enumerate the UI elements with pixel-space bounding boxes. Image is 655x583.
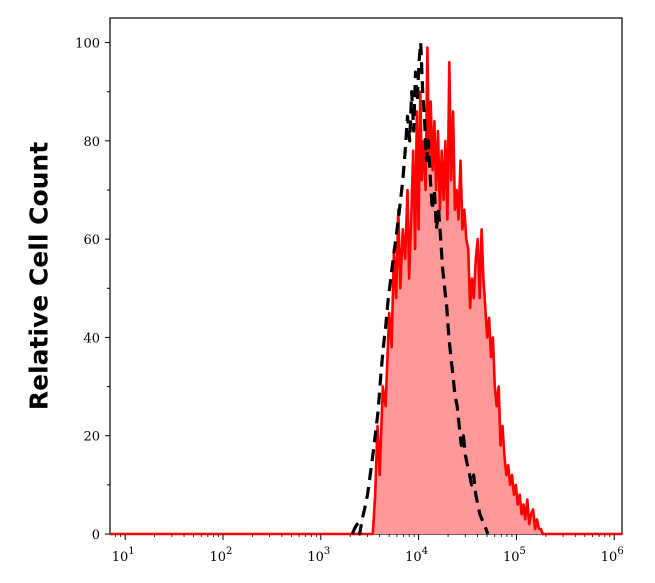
- series-0-fill: [110, 47, 622, 534]
- y-tick-label: 40: [83, 331, 100, 346]
- y-tick-label: 100: [75, 37, 100, 52]
- plot-frame: [109, 17, 623, 535]
- series-0-line: [110, 46, 622, 536]
- y-tick-label: 80: [83, 135, 100, 150]
- y-tick-label: 20: [83, 430, 100, 445]
- x-tick-label: 105: [503, 546, 526, 565]
- x-tick-label: 102: [210, 546, 233, 565]
- x-tick-label: 101: [112, 546, 135, 565]
- x-tick-label: 103: [307, 546, 330, 565]
- y-axis-label: Relative Cell Count: [24, 141, 54, 411]
- x-tick-label: 106: [601, 546, 624, 565]
- x-tick-label: 104: [405, 546, 428, 565]
- series-1-line: [350, 41, 490, 536]
- y-tick-label: 0: [92, 528, 100, 543]
- y-tick-label: 60: [83, 233, 100, 248]
